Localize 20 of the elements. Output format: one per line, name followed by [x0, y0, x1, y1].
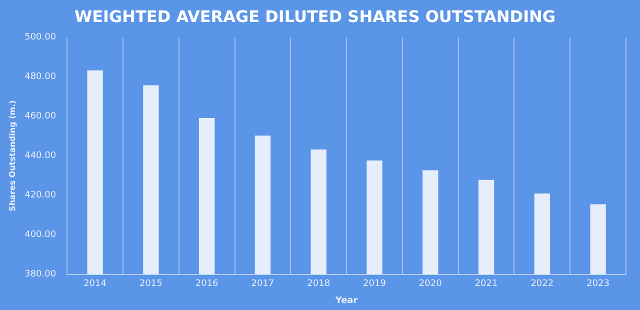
y-tick-label: 400.00: [24, 230, 56, 240]
x-tick-label: 2014: [84, 279, 107, 290]
y-tick-label: 440.00: [24, 151, 56, 162]
x-tick-label: 2018: [307, 279, 330, 290]
x-tick-label: 2023: [586, 279, 610, 290]
y-tick-label: 420.00: [24, 190, 56, 201]
x-tick-label: 2017: [251, 279, 274, 290]
x-tick-label: 2019: [363, 279, 386, 290]
x-tick-label: 2022: [530, 279, 554, 290]
y-tick-label: 380.00: [24, 270, 56, 280]
y-tick-label: 500.00: [24, 32, 56, 43]
x-axis-title: Year: [334, 296, 358, 306]
x-tick-label: 2015: [139, 279, 162, 290]
y-tick-label: 460.00: [24, 112, 56, 122]
chart-title: WEIGHTED AVERAGE DILUTED SHARES OUTSTANDING: [74, 6, 556, 26]
x-tick-label: 2021: [474, 279, 498, 290]
y-tick-label: 480.00: [24, 72, 56, 82]
x-tick-label: 2020: [418, 279, 442, 290]
x-tick-label: 2016: [195, 279, 219, 290]
y-axis-title: Shares Outstanding (m.): [8, 100, 17, 212]
